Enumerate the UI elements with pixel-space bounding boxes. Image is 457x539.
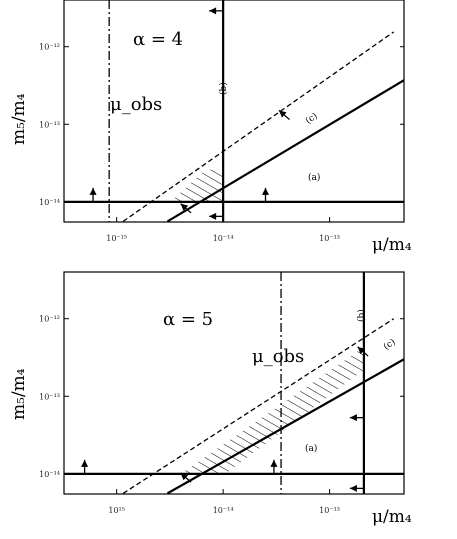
y-tick-label: 10⁻¹³ (39, 120, 60, 129)
y-tick-label: 10⁻¹⁴ (39, 470, 60, 479)
curve-label-a: (a) (308, 172, 320, 183)
y-tick-label: 10⁻¹³ (39, 392, 60, 401)
chart-panel-top: 10⁻¹⁵ 10⁻¹⁴ 10⁻¹³ 10⁻¹² 10⁻¹³ 10⁻¹⁴ α = 4 μ_o… (9, 0, 412, 255)
curve-c (166, 79, 404, 222)
mu-obs-label: μ_obs (110, 94, 162, 115)
x-axis-label: μ/m₄ (372, 235, 412, 255)
curve-label-c: (c) (303, 111, 319, 127)
x-tick-label: 10⁻¹⁴ (213, 234, 234, 243)
constraint-arrow (349, 414, 364, 422)
constraint-arrow (278, 109, 290, 121)
constraint-arrow (89, 187, 97, 202)
x-tick-label: 10⁻¹⁵ (106, 234, 127, 243)
constraint-arrow (209, 212, 224, 220)
curve-c (166, 358, 404, 494)
y-axis-label: m₅/m₄ (9, 93, 29, 145)
plot-frame (63, 0, 405, 223)
curve-dashed (122, 31, 395, 222)
panel-label-alpha-5: α = 5 (163, 309, 213, 330)
x-tick-label: 10⁻¹³ (319, 234, 340, 243)
curve-dashed (122, 318, 395, 494)
x-tick-label: 10¹⁵ (108, 506, 125, 515)
panel-label-alpha-4: α = 4 (133, 29, 183, 50)
curve-label-b: (b) (218, 82, 229, 95)
constraint-arrow (270, 459, 278, 474)
constraint-arrow (357, 346, 369, 357)
allowed-region-hatch (170, 169, 224, 202)
y-tick-label: 10⁻¹² (39, 43, 60, 52)
y-axis-label: m₅/m₄ (9, 368, 29, 420)
constraint-arrow (180, 472, 192, 483)
y-tick-label: 10⁻¹² (39, 315, 60, 324)
constraint-arrow (349, 484, 364, 492)
constraint-arrow (261, 187, 269, 202)
y-tick-label: 10⁻¹⁴ (39, 198, 60, 207)
mu-obs-label: μ_obs (252, 346, 304, 367)
x-tick-label: 10⁻¹⁴ (213, 506, 234, 515)
constraint-arrow (81, 459, 89, 474)
curve-label-b: (b) (356, 309, 367, 322)
curve-label-a: (a) (305, 443, 317, 454)
curve-label-c: (c) (381, 337, 397, 353)
x-tick-label: 10⁻¹³ (319, 506, 340, 515)
x-axis-label: μ/m₄ (372, 507, 412, 527)
constraint-arrow (180, 203, 192, 214)
constraint-arrow (209, 7, 224, 15)
plot-frame (63, 271, 405, 495)
chart-panel-bottom: 10¹⁵ 10⁻¹⁴ 10⁻¹³ 10⁻¹² 10⁻¹³ 10⁻¹⁴ α = 5 μ_ob… (9, 271, 412, 527)
allowed-region-hatch (180, 347, 364, 474)
